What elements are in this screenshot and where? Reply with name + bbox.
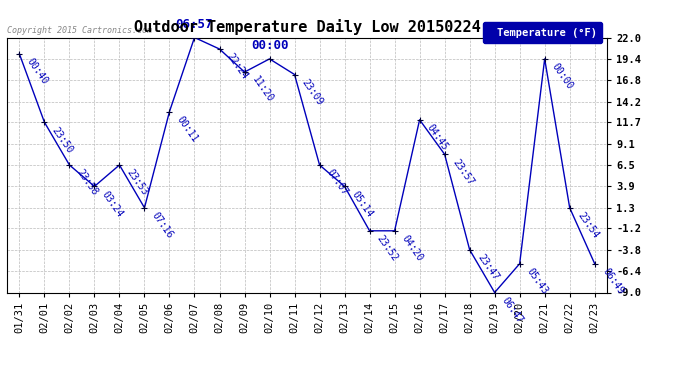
Text: 06:47: 06:47 xyxy=(500,295,525,325)
Text: 03:24: 03:24 xyxy=(100,189,125,219)
Legend: Temperature (°F): Temperature (°F) xyxy=(483,22,602,43)
Text: 23:50: 23:50 xyxy=(50,125,75,155)
Text: 06:49: 06:49 xyxy=(600,267,625,296)
Text: 00:40: 00:40 xyxy=(25,57,50,87)
Text: 04:20: 04:20 xyxy=(400,234,425,263)
Text: 05:14: 05:14 xyxy=(350,189,375,219)
Text: 06:57: 06:57 xyxy=(176,18,213,30)
Text: 23:47: 23:47 xyxy=(475,252,500,282)
Text: 00:00: 00:00 xyxy=(550,62,575,92)
Text: 23:54: 23:54 xyxy=(575,210,600,240)
Text: 07:16: 07:16 xyxy=(150,210,175,240)
Text: 07:07: 07:07 xyxy=(325,168,350,198)
Text: 23:09: 23:09 xyxy=(300,77,325,107)
Text: Copyright 2015 Cartronics.com: Copyright 2015 Cartronics.com xyxy=(7,26,152,35)
Text: 22:24: 22:24 xyxy=(225,52,250,82)
Text: 05:43: 05:43 xyxy=(525,267,550,296)
Title: Outdoor Temperature Daily Low 20150224: Outdoor Temperature Daily Low 20150224 xyxy=(134,19,480,35)
Text: 04:45: 04:45 xyxy=(425,123,450,152)
Text: 00:11: 00:11 xyxy=(175,114,200,144)
Text: 23:52: 23:52 xyxy=(375,234,400,263)
Text: 23:53: 23:53 xyxy=(125,168,150,198)
Text: 23:58: 23:58 xyxy=(75,168,100,198)
Text: 00:00: 00:00 xyxy=(250,39,288,52)
Text: 11:20: 11:20 xyxy=(250,75,275,105)
Text: 23:57: 23:57 xyxy=(450,157,475,187)
